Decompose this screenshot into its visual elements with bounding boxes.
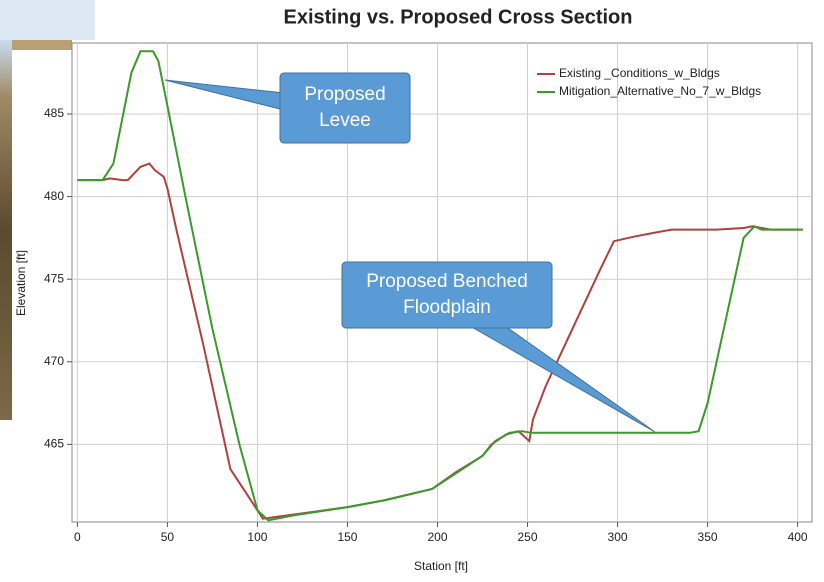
x-axis-label: Station [ft] (414, 559, 468, 573)
x-tick-label: 250 (518, 530, 538, 544)
legend-label: Existing _Conditions_w_Bldgs (559, 66, 720, 80)
callout-box (341, 261, 553, 329)
chart-title: Existing vs. Proposed Cross Section (284, 6, 633, 28)
y-tick-label: 475 (44, 271, 64, 285)
y-tick-label: 465 (44, 437, 64, 451)
x-tick-label: 200 (427, 530, 447, 544)
x-tick-label: 150 (337, 530, 357, 544)
callout-box (279, 72, 411, 144)
y-tick-label: 485 (44, 106, 64, 120)
series-line (77, 162, 803, 520)
callout-text: Floodplain (403, 297, 491, 318)
callout-text: Proposed (304, 84, 385, 105)
x-tick-label: 300 (608, 530, 628, 544)
x-tick-label: 0 (74, 530, 81, 544)
x-tick-label: 100 (247, 530, 267, 544)
photo-strip (0, 40, 12, 420)
legend-label: Mitigation_Alternative_No_7_w_Bldgs (559, 84, 761, 98)
x-tick-label: 350 (698, 530, 718, 544)
y-tick-label: 470 (44, 354, 64, 368)
callout-text: Proposed Benched (366, 271, 528, 292)
photo-sky (0, 0, 95, 40)
photo-strip (12, 40, 72, 50)
x-tick-label: 50 (161, 530, 175, 544)
callout-text: Levee (319, 110, 371, 131)
series-line (77, 50, 803, 522)
y-axis-label: Elevation [ft] (14, 250, 28, 316)
x-tick-label: 400 (788, 530, 808, 544)
y-tick-label: 480 (44, 189, 64, 203)
